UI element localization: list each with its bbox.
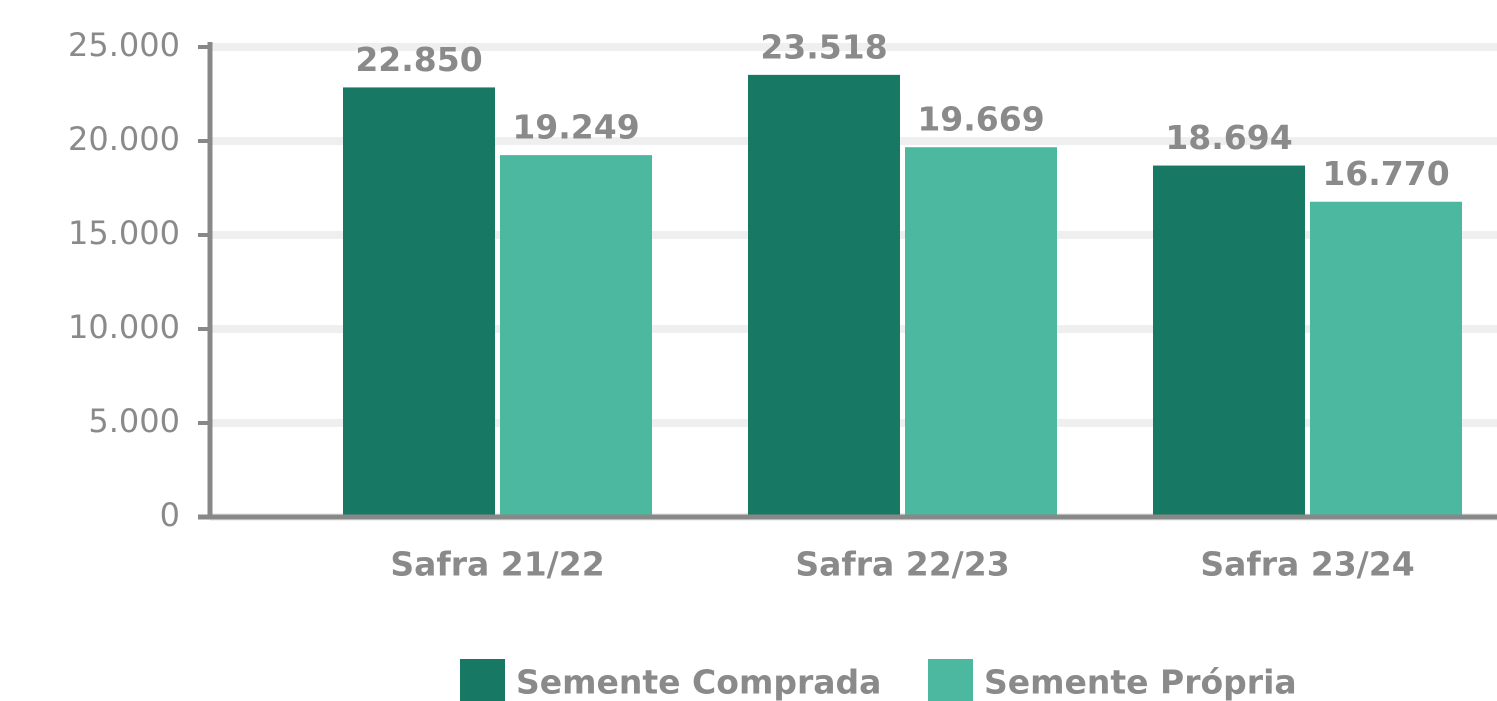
bar: [1310, 201, 1462, 517]
x-tick-label: Safra 23/24: [1200, 545, 1414, 584]
y-tick-label: 0: [160, 496, 180, 534]
y-tick-label: 20.000: [68, 120, 180, 158]
bar: [748, 74, 900, 517]
x-tick-label: Safra 21/22: [390, 545, 604, 584]
value-label: 19.669: [917, 100, 1044, 139]
y-tick-label: 25.000: [68, 26, 180, 64]
legend-label: Semente Própria: [984, 663, 1297, 701]
value-label: 16.770: [1322, 154, 1449, 193]
x-tick-label: Safra 22/23: [795, 545, 1009, 584]
legend-swatch: [460, 659, 505, 701]
y-tick-label: 15.000: [68, 214, 180, 252]
legend-swatch: [928, 659, 973, 701]
bar: [343, 87, 495, 518]
y-tick-label: 5.000: [88, 402, 180, 440]
value-label: 23.518: [760, 27, 887, 66]
value-label: 22.850: [355, 40, 482, 79]
value-label: 18.694: [1165, 118, 1292, 157]
bar: [1153, 165, 1305, 517]
bar: [905, 147, 1057, 518]
value-label: 19.249: [512, 108, 639, 147]
bar: [500, 155, 652, 517]
legend-label: Semente Comprada: [516, 663, 881, 701]
y-tick-label: 10.000: [68, 308, 180, 346]
